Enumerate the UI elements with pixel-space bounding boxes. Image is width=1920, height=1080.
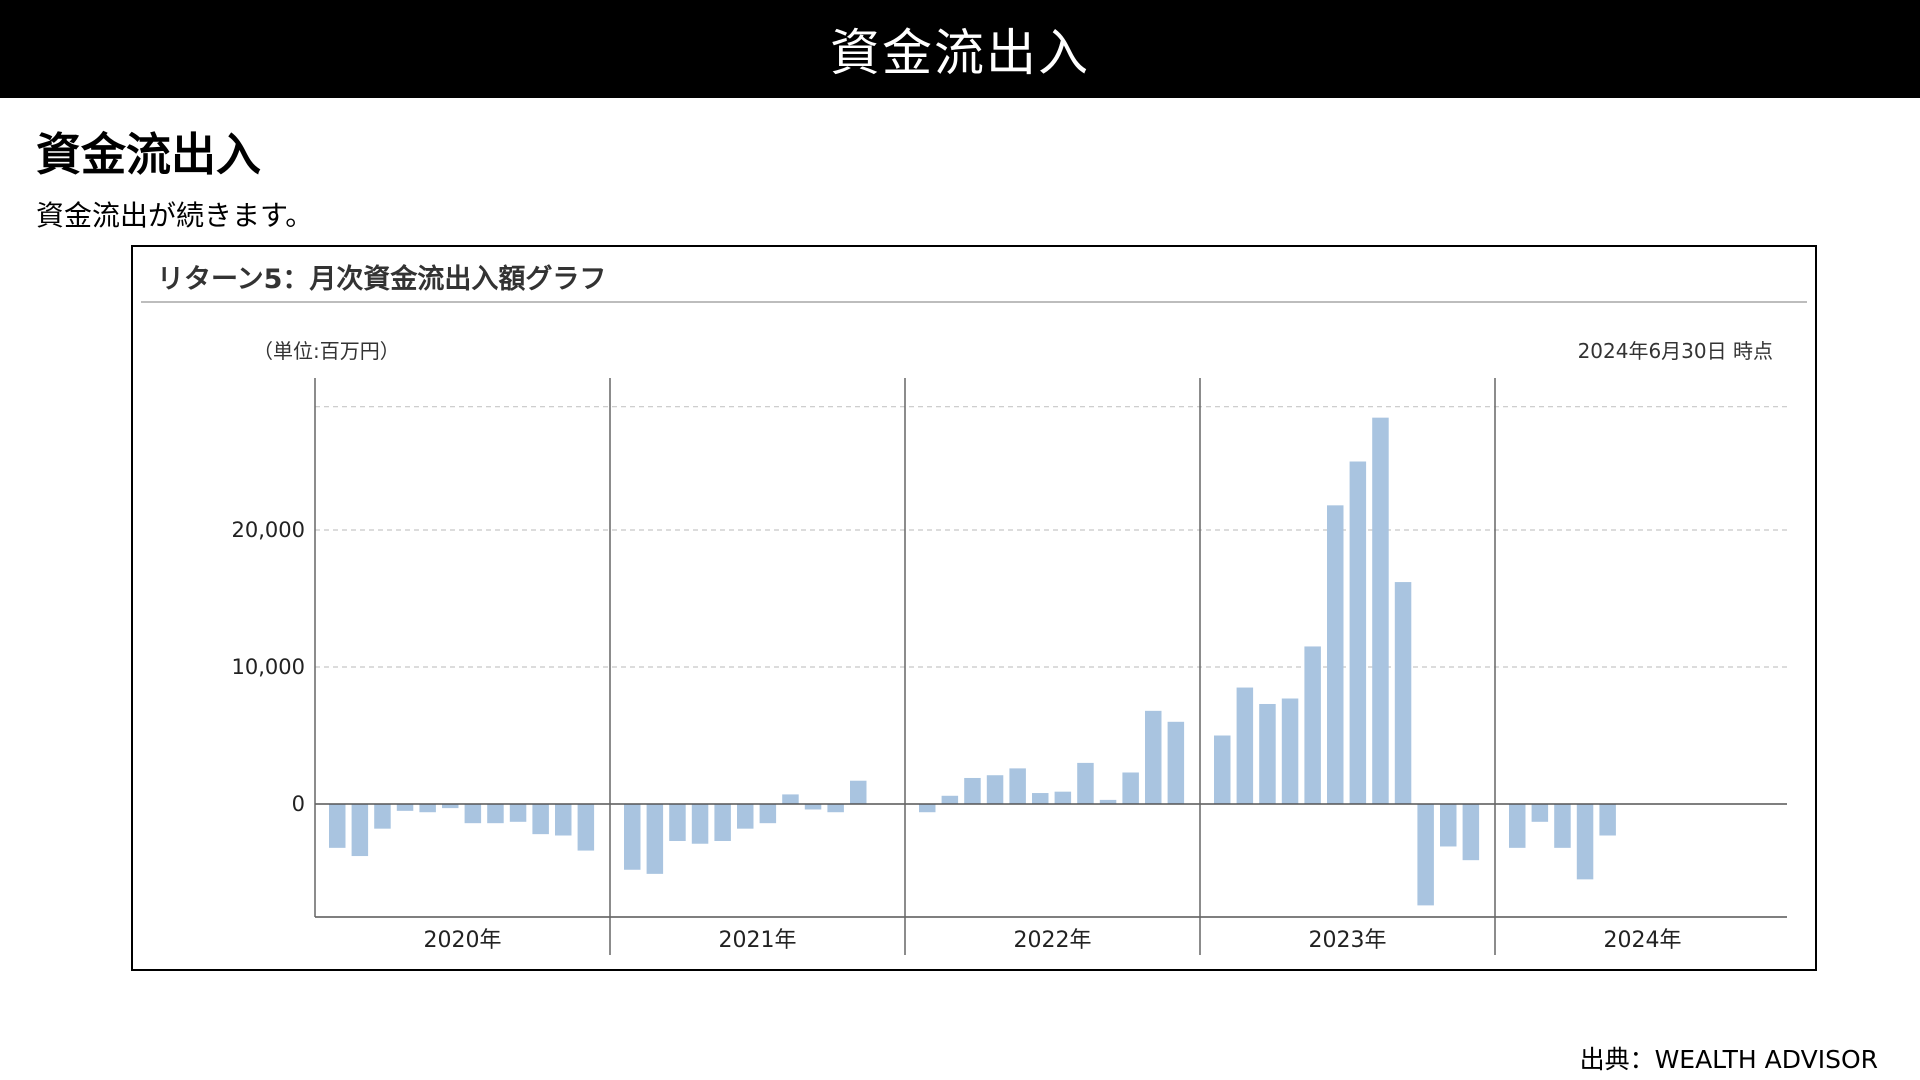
bar: [1599, 804, 1616, 836]
bar: [1099, 799, 1117, 804]
y-tick-label: 0: [292, 792, 305, 816]
bar: [1349, 461, 1367, 804]
bar: [919, 804, 936, 813]
bar: [1281, 698, 1299, 804]
bar: [1327, 505, 1344, 804]
bar: [1145, 710, 1162, 804]
bar: [509, 804, 527, 822]
chart-panel: リターン5：月次資金流出入額グラフ （単位:百万円） 2024年6月30日 時点…: [131, 245, 1817, 971]
bar: [487, 804, 504, 824]
bar: [1576, 804, 1594, 880]
x-tick-label: 2024年: [1604, 928, 1682, 953]
bar: [1394, 582, 1412, 804]
bar: [464, 804, 482, 824]
bar: [1372, 417, 1389, 804]
as-of-date: 2024年6月30日 時点: [1578, 339, 1773, 363]
bar: [1304, 646, 1321, 804]
bar: [396, 804, 414, 811]
bar: [1259, 703, 1276, 804]
bar: [1531, 804, 1549, 822]
bar: [714, 804, 731, 841]
bar: [782, 794, 799, 804]
bar: [964, 777, 981, 804]
source-credit: 出典：WEALTH ADVISOR: [1579, 1045, 1878, 1074]
bar: [1077, 762, 1094, 804]
bar: [1236, 687, 1254, 804]
bar: [986, 775, 1004, 804]
x-tick-label: 2020年: [424, 928, 502, 953]
section-heading: 資金流出入: [36, 128, 262, 181]
bar: [624, 804, 641, 870]
y-tick-label: 20,000: [232, 518, 305, 542]
bar: [555, 804, 572, 836]
bar: [329, 804, 346, 848]
bar: [941, 795, 959, 804]
bar: [646, 804, 664, 874]
bar: [1032, 793, 1049, 804]
bar: [1554, 804, 1571, 848]
bar: [1440, 804, 1457, 847]
bar: [1122, 772, 1139, 804]
unit-label: （単位:百万円）: [253, 339, 400, 363]
top-title-bar: 資金流出入: [0, 0, 1920, 98]
x-tick-label: 2023年: [1309, 928, 1387, 953]
bar: [669, 804, 686, 841]
bar: [827, 804, 844, 813]
bar: [850, 780, 867, 804]
bar: [737, 804, 754, 829]
bar: [1167, 721, 1185, 804]
x-tick-label: 2021年: [719, 928, 797, 953]
bar: [1509, 804, 1526, 848]
bar: [1009, 768, 1026, 804]
x-tick-label: 2022年: [1014, 928, 1092, 953]
bar: [532, 804, 549, 835]
bar: [374, 804, 391, 829]
bar: [442, 804, 459, 809]
y-tick-label: 10,000: [232, 655, 305, 679]
bar: [691, 804, 709, 844]
section-description: 資金流出が続きます。: [36, 199, 314, 232]
bar: [1054, 791, 1072, 804]
bar: [759, 804, 777, 824]
bar: [1462, 804, 1480, 861]
bar: [351, 804, 369, 857]
bar: [577, 804, 595, 851]
bar: [1214, 735, 1231, 804]
bar: [804, 804, 822, 810]
chart-title-divider: [141, 301, 1807, 303]
chart-title: リターン5：月次資金流出入額グラフ: [157, 264, 607, 295]
bar: [419, 804, 436, 813]
bar: [1417, 804, 1434, 906]
bar-chart: （単位:百万円） 2024年6月30日 時点 20,000 10,000 0 2020…: [232, 339, 1787, 955]
page-title: 資金流出入: [830, 24, 1090, 82]
